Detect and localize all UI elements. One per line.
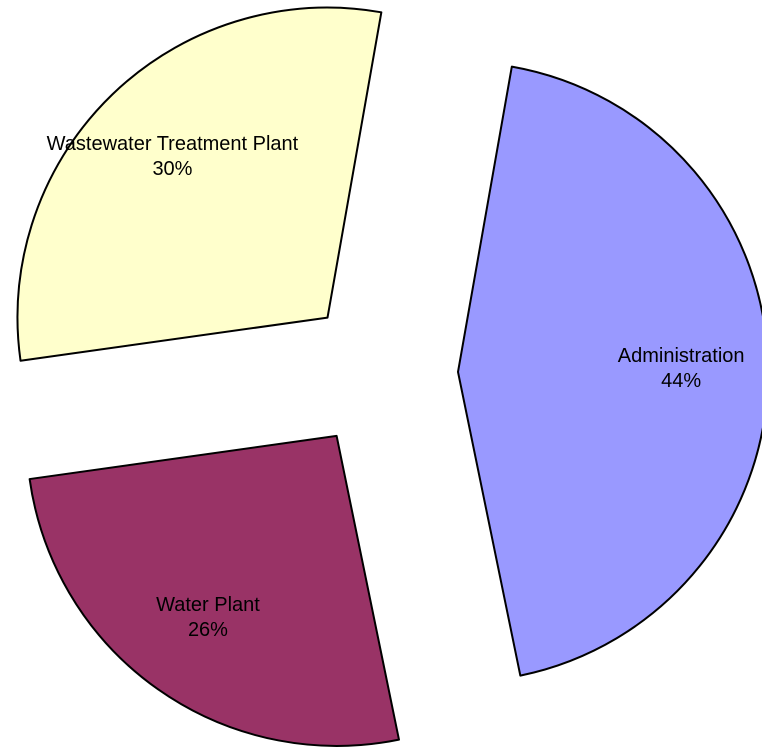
slice-value: 26% bbox=[187, 619, 228, 642]
slice-label: Wastewater Treatment Plant 30% bbox=[27, 132, 317, 182]
slice-value: 30% bbox=[152, 158, 193, 181]
pie-slice bbox=[16, 6, 383, 362]
slice-label: Administration 44% bbox=[536, 344, 762, 394]
slice-name: Water Plant bbox=[156, 594, 260, 617]
pie-slice bbox=[28, 434, 400, 747]
slice-name: Administration bbox=[617, 344, 745, 367]
pie-slice bbox=[456, 65, 762, 677]
slice-label: Water Plant 26% bbox=[63, 593, 353, 643]
slice-name: Wastewater Treatment Plant bbox=[46, 133, 299, 156]
slice-value: 44% bbox=[661, 369, 702, 392]
